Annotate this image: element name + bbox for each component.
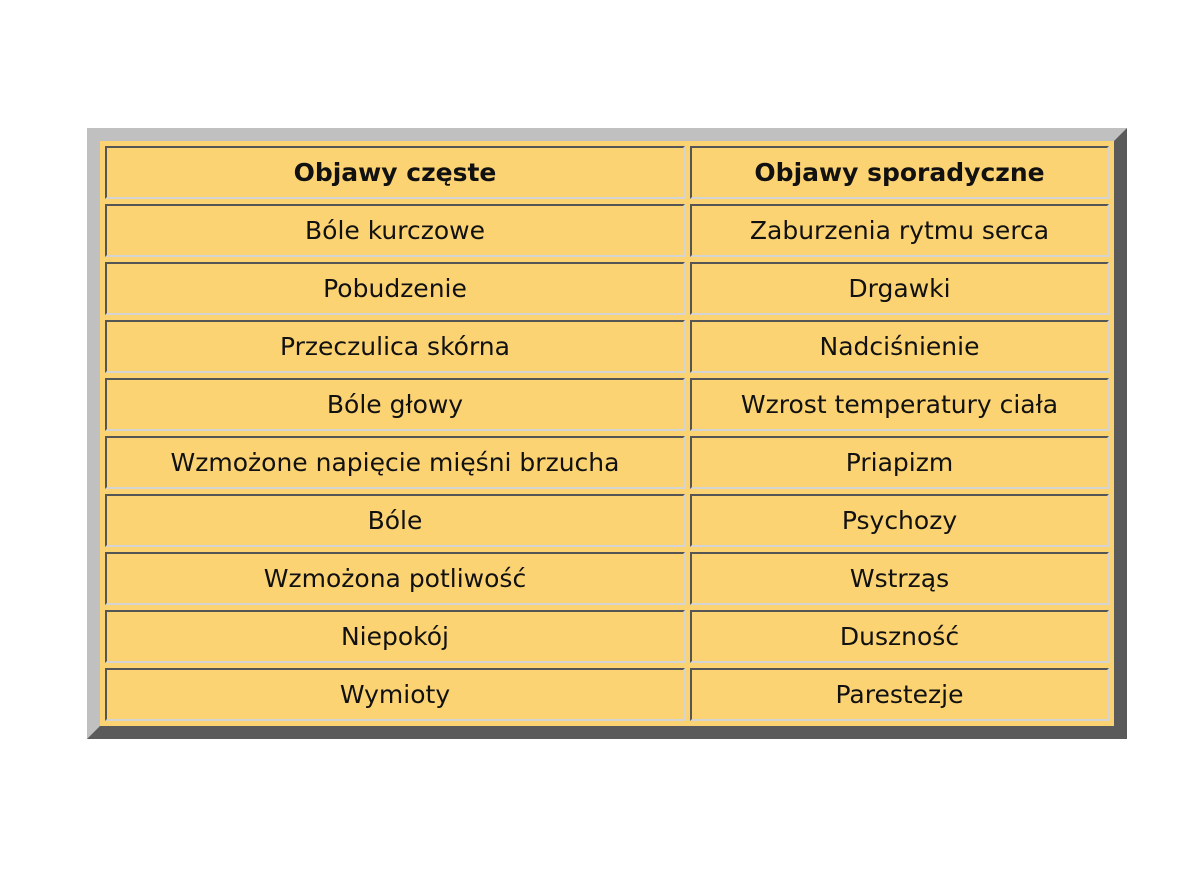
header-common-symptoms: Objawy częste [105,146,685,199]
sporadic-symptom-cell: Psychozy [690,494,1109,547]
common-symptom-cell: Niepokój [105,610,685,663]
sporadic-symptom-cell: Priapizm [690,436,1109,489]
sporadic-symptom-cell: Parestezje [690,668,1109,721]
symptoms-table-container: Objawy częste Objawy sporadyczne Bóle ku… [87,128,1127,739]
sporadic-symptom-cell: Drgawki [690,262,1109,315]
table-row: Pobudzenie Drgawki [105,262,1109,315]
sporadic-symptom-cell: Duszność [690,610,1109,663]
table-row: Bóle głowy Wzrost temperatury ciała [105,378,1109,431]
table-row: Wzmożona potliwość Wstrząs [105,552,1109,605]
common-symptom-cell: Bóle kurczowe [105,204,685,257]
common-symptom-cell: Bóle głowy [105,378,685,431]
header-sporadic-symptoms: Objawy sporadyczne [690,146,1109,199]
table-row: Bóle kurczowe Zaburzenia rytmu serca [105,204,1109,257]
table-row: Wymioty Parestezje [105,668,1109,721]
common-symptom-cell: Przeczulica skórna [105,320,685,373]
common-symptom-cell: Pobudzenie [105,262,685,315]
sporadic-symptom-cell: Wstrząs [690,552,1109,605]
common-symptom-cell: Wzmożone napięcie mięśni brzucha [105,436,685,489]
table-row: Bóle Psychozy [105,494,1109,547]
sporadic-symptom-cell: Wzrost temperatury ciała [690,378,1109,431]
table-header-row: Objawy częste Objawy sporadyczne [105,146,1109,199]
sporadic-symptom-cell: Nadciśnienie [690,320,1109,373]
table-row: Przeczulica skórna Nadciśnienie [105,320,1109,373]
common-symptom-cell: Wzmożona potliwość [105,552,685,605]
common-symptom-cell: Wymioty [105,668,685,721]
sporadic-symptom-cell: Zaburzenia rytmu serca [690,204,1109,257]
table-row: Wzmożone napięcie mięśni brzucha Priapizm [105,436,1109,489]
common-symptom-cell: Bóle [105,494,685,547]
table-row: Niepokój Duszność [105,610,1109,663]
symptoms-table: Objawy częste Objawy sporadyczne Bóle ku… [87,128,1127,739]
